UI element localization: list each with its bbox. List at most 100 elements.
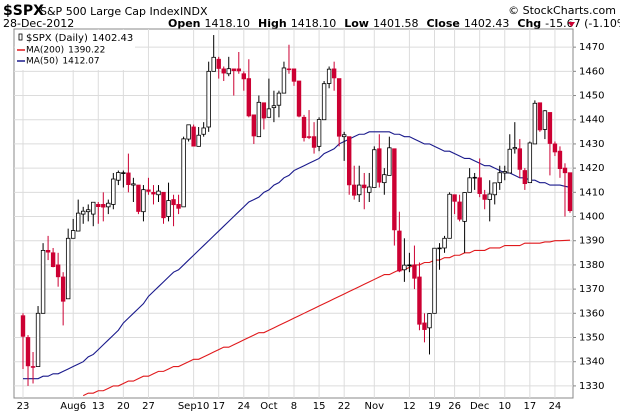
candle-body: [296, 80, 302, 117]
candle-body: [341, 134, 347, 138]
exchange: INDX: [180, 5, 208, 18]
x-tick-label: 24: [237, 401, 250, 412]
candle-body: [306, 136, 312, 138]
x-tick-label: 17: [523, 401, 536, 412]
candle-body: [50, 252, 56, 268]
symbol: $SPX: [3, 3, 44, 19]
quote: Open 1418.10 High 1418.10 Low 1401.58 Close 140…: [168, 17, 620, 30]
x-tick-label: 8: [291, 401, 297, 412]
candle-body: [432, 247, 437, 314]
candle-body: [191, 126, 196, 147]
candle-body: [101, 204, 106, 208]
y-tick-label: 1410: [579, 187, 604, 198]
candle-body: [477, 177, 482, 194]
candle-body: [437, 247, 442, 250]
candle-body: [20, 315, 26, 337]
candle-body: [522, 170, 528, 185]
candle-body: [96, 204, 101, 208]
candle-body: [502, 171, 507, 174]
candle-body: [126, 172, 131, 185]
candle-body: [321, 83, 327, 121]
y-tick-label: 1460: [579, 66, 604, 77]
candle-body: [106, 202, 111, 208]
candle-body: [472, 176, 477, 179]
x-tick-label: 17: [212, 401, 225, 412]
quote-label: Chg: [517, 17, 541, 30]
ma-line: [82, 239, 571, 397]
candle-body: [91, 201, 96, 215]
candle-body: [557, 150, 563, 170]
candle-body: [236, 68, 241, 72]
legend-value: 1390.22: [68, 46, 105, 56]
candle-body: [552, 143, 558, 153]
legend-value: 1402.43: [92, 33, 133, 44]
y-tick-label: 1370: [579, 284, 604, 295]
candle-body: [547, 112, 553, 144]
candle-body: [352, 184, 357, 196]
candle-body: [111, 178, 116, 205]
candle-body: [55, 264, 61, 278]
legend-value: 1412.07: [62, 57, 99, 67]
candle-body: [206, 70, 211, 128]
y-tick-label: 1360: [579, 308, 604, 319]
x-tick-label: Aug6: [60, 401, 86, 412]
candle-body: [512, 147, 517, 150]
candle-body: [326, 68, 332, 84]
candle-body: [457, 201, 462, 220]
candle-body: [281, 67, 287, 94]
candle-body: [467, 177, 472, 193]
candle-body: [517, 148, 523, 170]
legend-label: MA(200): [26, 46, 64, 56]
candle-body: [181, 138, 186, 208]
y-tick-label: 1380: [579, 260, 604, 271]
candle-body: [136, 184, 141, 212]
quote-value: 1418.10: [291, 17, 337, 30]
x-tick-label: 22: [338, 401, 351, 412]
legend-box: [15, 30, 135, 70]
candle-body: [427, 313, 432, 329]
legend-swatch: [18, 33, 23, 41]
candle-body: [392, 148, 397, 231]
candle-body: [45, 249, 51, 253]
candle-body: [86, 209, 91, 213]
candle-body: [291, 68, 297, 82]
x-tick-label: Dec: [470, 401, 489, 412]
candle-body: [251, 114, 257, 137]
x-tick-label: 10: [498, 401, 511, 412]
quote-value: 1418.10: [205, 17, 251, 30]
y-tick-label: 1450: [579, 91, 604, 102]
y-tick-label: 1470: [579, 42, 604, 53]
candle-body: [246, 78, 252, 117]
candle-body: [196, 134, 201, 147]
candle-body: [382, 174, 387, 184]
candle-body: [70, 230, 76, 239]
candle-body: [141, 189, 146, 213]
candle-body: [562, 167, 568, 174]
candle-body: [301, 116, 307, 139]
candle-body: [417, 276, 422, 325]
candle-body: [402, 264, 407, 271]
y-tick-label: 1390: [579, 236, 604, 247]
candle-body: [211, 56, 216, 72]
candle-body: [266, 108, 272, 118]
candle-body: [40, 249, 46, 314]
candle-body: [256, 101, 262, 138]
candle-body: [216, 58, 221, 69]
marks: [20, 35, 573, 397]
candle-body: [362, 184, 367, 189]
x-tick-label: 20: [117, 401, 130, 412]
y-tick-label: 1330: [579, 381, 604, 392]
candle-body: [316, 119, 322, 147]
candle-body: [346, 136, 352, 186]
candle-body: [116, 172, 121, 181]
candle-body: [65, 237, 71, 300]
candle-body: [271, 105, 277, 109]
x-tick-label: 23: [17, 401, 30, 412]
candle-body: [171, 199, 176, 206]
candle-body: [462, 192, 467, 222]
index-name: S&P 500 Large Cap Index: [40, 5, 180, 18]
candle-body: [397, 230, 402, 272]
candle-body: [81, 210, 86, 215]
y-tick-label: 1340: [579, 357, 604, 368]
candle-body: [201, 127, 206, 135]
